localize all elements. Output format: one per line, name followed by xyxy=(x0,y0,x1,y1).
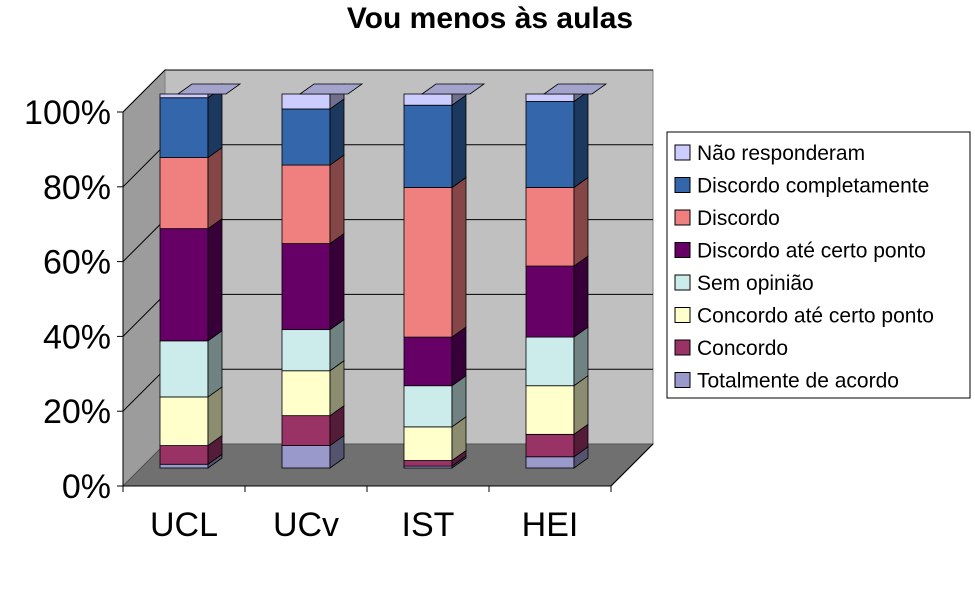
bar-segment xyxy=(281,108,331,166)
gridline xyxy=(122,69,653,113)
legend-label: Concordo até certo ponto xyxy=(697,305,934,328)
y-tick-label: 60% xyxy=(43,244,111,282)
legend-swatch xyxy=(674,339,691,356)
bar-segment xyxy=(525,265,575,338)
bar-top xyxy=(542,83,608,95)
chart-title: Vou menos às aulas xyxy=(347,2,633,35)
bar-segment-side xyxy=(329,154,345,245)
legend-swatch xyxy=(674,209,691,226)
bar-segment xyxy=(525,101,575,188)
legend-label: Sem opinião xyxy=(697,272,814,295)
legend-swatch xyxy=(674,307,691,323)
x-tick-label: IST xyxy=(402,506,455,544)
bar-segment xyxy=(159,340,209,398)
bar-segment xyxy=(525,93,575,102)
bar-segment-side xyxy=(207,86,223,159)
bar-segment xyxy=(403,104,453,188)
bar-segment-side xyxy=(207,217,223,342)
legend-label: Não responderam xyxy=(697,142,865,165)
legend-label: Discordo completamente xyxy=(697,175,929,198)
bar-segment xyxy=(525,433,575,458)
bar-segment xyxy=(403,385,453,428)
legend-swatch xyxy=(674,372,691,388)
y-tick-label: 100% xyxy=(24,94,111,132)
bar-segment-side xyxy=(573,176,589,267)
bar-segment xyxy=(403,426,453,461)
bar-segment xyxy=(403,460,453,467)
bar-segment-side xyxy=(451,176,467,338)
x-tick-label: UCv xyxy=(273,506,339,544)
x-tick-label: HEI xyxy=(522,506,579,544)
bar-segment-side xyxy=(451,94,467,189)
plot-area: 0% 20% 40% 60% 80% 100% UCL UCv IST HEI xyxy=(24,68,655,544)
legend-label: Concordo xyxy=(697,337,788,360)
y-tick-label: 80% xyxy=(43,169,111,207)
legend-label: Discordo até certo ponto xyxy=(697,240,926,263)
bar-segment xyxy=(403,93,453,106)
bar-segment xyxy=(281,93,331,110)
legend-swatch xyxy=(674,242,691,258)
bar-segment xyxy=(159,97,209,158)
side-wall xyxy=(122,68,166,488)
bar-segment xyxy=(525,336,575,387)
x-tick-label: UCL xyxy=(150,506,218,544)
y-tick-label: 40% xyxy=(43,318,111,356)
bar-segment xyxy=(281,164,331,244)
bar-segment xyxy=(281,445,331,469)
bar-segment-side xyxy=(207,330,223,398)
bar-top xyxy=(176,83,242,95)
legend-box xyxy=(666,131,971,399)
bar-segment-side xyxy=(573,255,589,338)
floor-edge xyxy=(610,443,654,487)
bar-segment-side xyxy=(207,146,223,230)
bar-top xyxy=(420,83,486,95)
bar-segment xyxy=(159,463,209,469)
bar-segment xyxy=(281,329,331,372)
y-tick-label: 20% xyxy=(43,393,111,431)
bar-segment xyxy=(159,396,209,446)
bar-segment-side xyxy=(329,232,345,331)
legend-label: Discordo xyxy=(697,207,780,230)
bar-segment xyxy=(159,228,209,342)
bar-segment xyxy=(403,187,453,338)
legend: Não responderam Discordo completamente Dis… xyxy=(666,131,971,399)
bar-segment xyxy=(281,370,331,417)
bar-segment-side xyxy=(573,90,589,189)
legend-swatch xyxy=(674,144,691,161)
bar-segment xyxy=(281,415,331,446)
bar-segment xyxy=(281,243,331,331)
bar-top xyxy=(298,83,364,95)
bar-segment-side xyxy=(329,98,345,166)
bar-segment xyxy=(525,456,575,469)
bar-segment xyxy=(159,157,209,230)
bar-segment xyxy=(525,385,575,435)
legend-swatch xyxy=(674,177,691,193)
bar-segment xyxy=(403,336,453,387)
legend-label: Totalmente de acordo xyxy=(697,370,899,393)
bar-segment xyxy=(159,445,209,465)
y-tick-label: 0% xyxy=(62,468,111,506)
legend-swatch xyxy=(674,274,691,291)
bar-segment xyxy=(159,93,209,99)
bar-segment xyxy=(525,187,575,267)
